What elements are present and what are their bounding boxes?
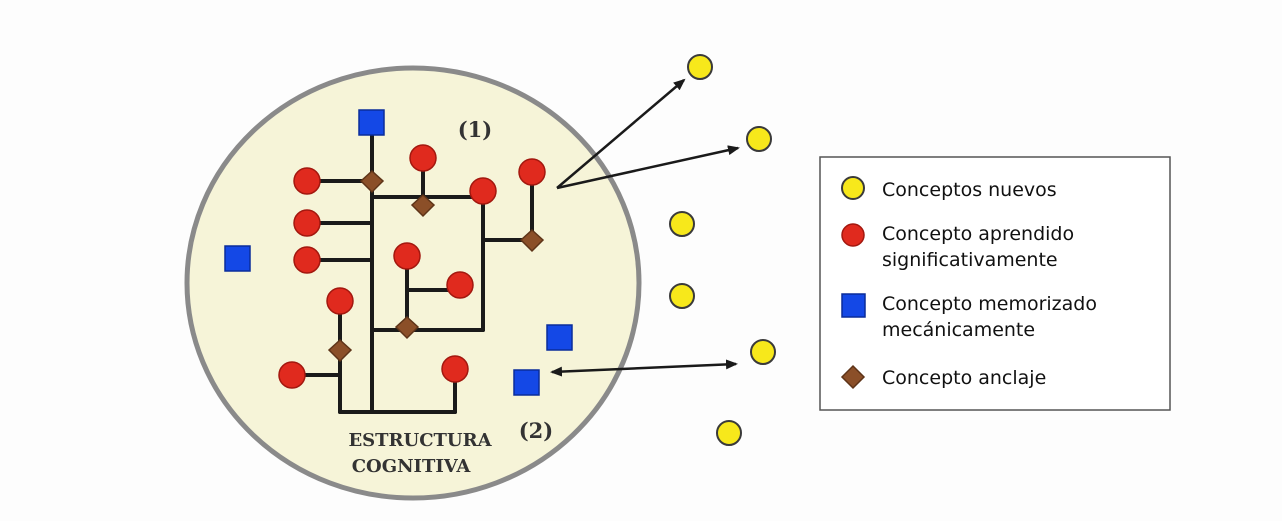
memorized-concept-node [513,369,540,396]
new-concept-node [750,339,776,365]
legend-learned-concept-label-line2: significativamente [882,249,1058,271]
cognitive-structure-label-line1: ESTRUCTURA [348,430,492,451]
learned-concepts [278,144,546,389]
legend-learned-concept-label-line1: Concepto aprendido [882,223,1074,245]
legend-memorized-concept-icon [841,293,866,318]
memorized-concept-node [224,245,251,272]
anchor-concept-node [327,338,353,363]
arrow-to-new-concept-second [556,145,740,190]
new-concept-node [746,126,772,152]
memorized-concept-node [358,109,385,136]
legend-memorized-concept-label-line1: Concepto memorizado [882,293,1097,315]
learned-concept-node [441,355,469,383]
cognitive-structure-label-line2: COGNITIVA [352,456,472,477]
learned-concept-node [469,177,497,205]
legend: Conceptos nuevos Concepto aprendido sign… [819,156,1171,411]
arrows [550,78,740,377]
learned-concept-node [293,167,321,195]
learned-concept-node [393,242,421,270]
new-concept-node [669,211,695,237]
legend-new-concept-icon [841,176,865,200]
learned-concept-node [518,158,546,186]
legend-anchor-concept-icon [840,364,866,390]
learned-concept-node [409,144,437,172]
marker-1-label: (1) [458,117,492,142]
learned-concept-node [293,209,321,237]
anchor-concept-node [519,228,545,253]
anchor-concept-node [394,315,420,340]
legend-box [819,156,1171,411]
learned-concept-node [446,271,474,299]
new-concepts [669,54,776,446]
double-arrow-memorized [550,359,738,377]
legend-memorized-concept-label-line2: mecánicamente [882,319,1035,341]
anchor-concepts [327,169,545,363]
learned-concept-node [278,361,306,389]
new-concept-node [716,420,742,446]
marker-2-label: (2) [519,418,553,443]
legend-learned-concept-icon [841,223,865,247]
anchor-concept-node [410,193,436,218]
new-concept-node [669,283,695,309]
legend-anchor-concept-label: Concepto anclaje [882,367,1046,389]
learned-concept-node [326,287,354,315]
memorized-concepts [224,109,573,396]
memorized-concept-node [546,324,573,351]
anchor-concept-node [359,169,385,194]
legend-new-concept-label: Conceptos nuevos [882,179,1057,201]
learned-concept-node [293,246,321,274]
arrow-to-new-concept-top [556,78,686,189]
new-concept-node [687,54,713,80]
